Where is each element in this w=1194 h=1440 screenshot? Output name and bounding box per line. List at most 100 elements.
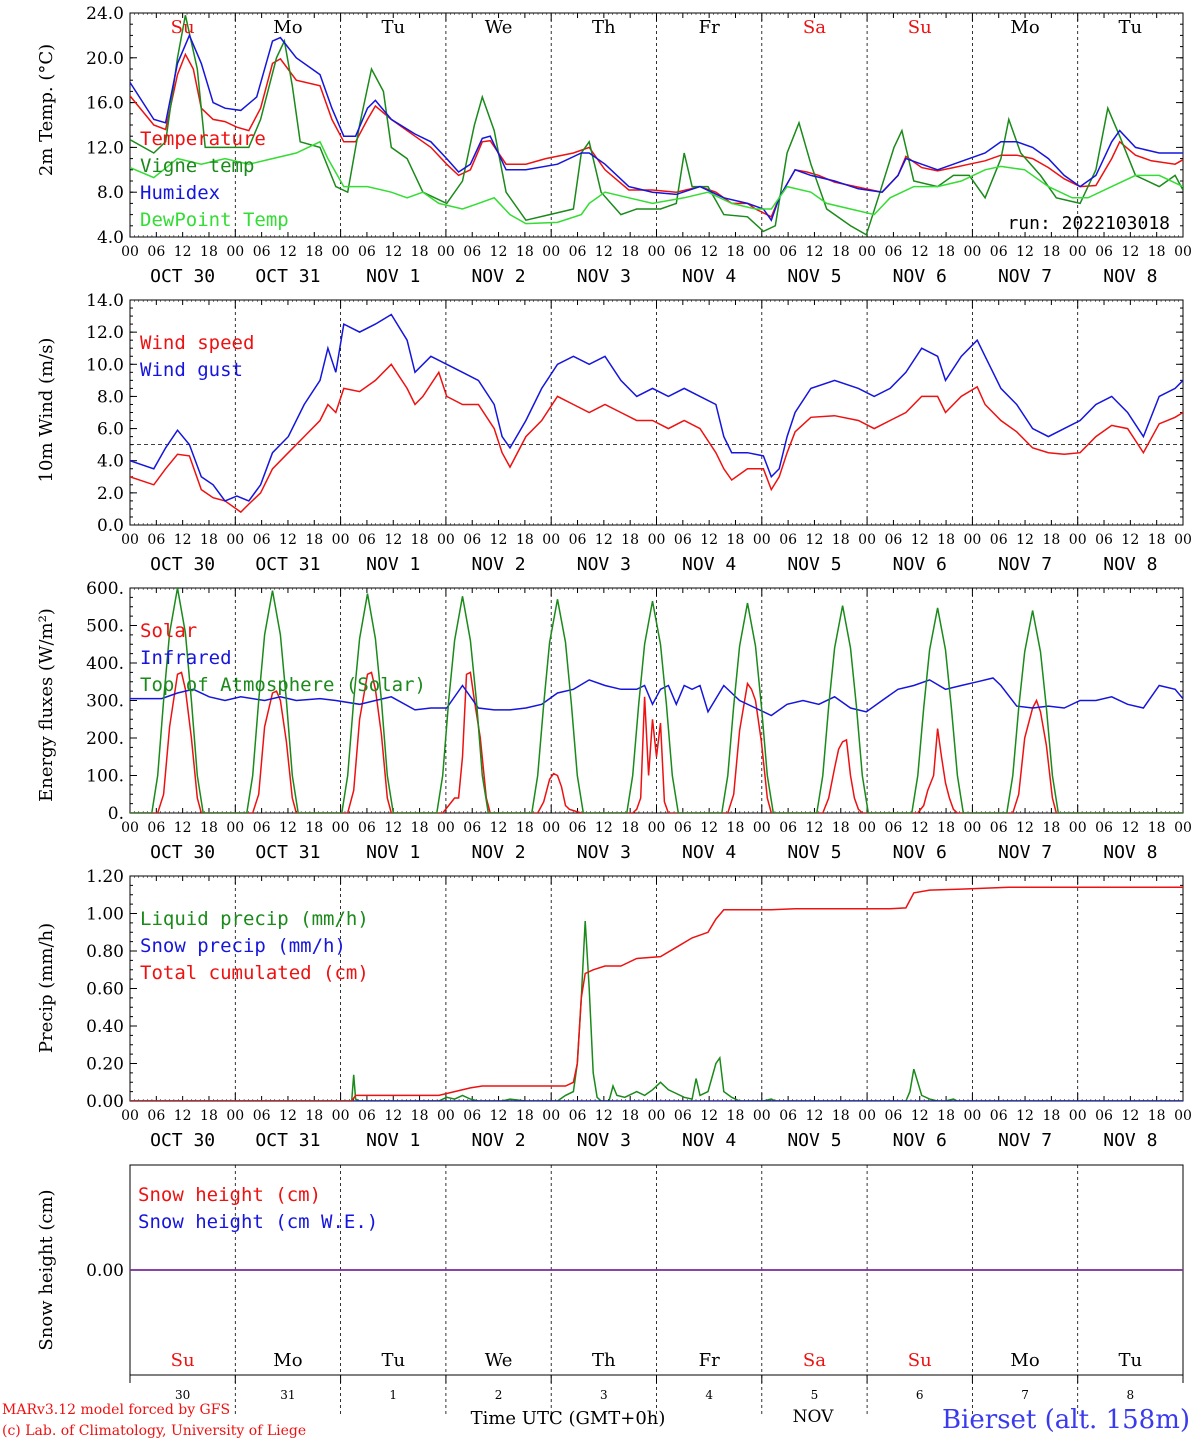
y-tick-label: 16.0 [86,94,124,114]
weekday-label: Su [171,17,195,38]
hour-tick-label: 00 [121,1108,139,1124]
date-label: NOV 3 [577,842,631,863]
date-label: NOV 7 [998,266,1052,287]
hour-tick-label: 00 [332,820,350,836]
hour-tick-label: 06 [463,532,481,548]
hour-tick-label: 00 [1174,1108,1192,1124]
day-number: 3 [600,1388,608,1402]
hour-tick-label: 06 [674,532,692,548]
hour-tick-label: 06 [569,532,587,548]
hour-tick-label: 12 [806,1108,824,1124]
date-label: NOV 3 [577,1130,631,1151]
hour-tick-label: 12 [490,244,508,260]
hour-tick-label: 06 [779,820,797,836]
y-tick-label: 1.20 [86,867,124,887]
hour-tick-label: 00 [542,532,560,548]
date-label: OCT 30 [150,1130,215,1151]
y-tick-label: 400. [86,654,124,674]
y-tick-label: 0.80 [86,942,124,962]
hour-tick-label: 06 [463,244,481,260]
date-label: NOV 3 [577,554,631,575]
day-number: 1 [389,1388,397,1402]
hour-tick-label: 00 [1174,532,1192,548]
hour-tick-label: 18 [516,532,534,548]
hour-tick-label: 12 [700,820,718,836]
hour-tick-label: 06 [1095,532,1113,548]
date-label: NOV 2 [471,842,525,863]
hour-tick-label: 18 [727,820,745,836]
y-axis-label: 2m Temp. (°C) [36,44,57,176]
hour-tick-label: 06 [147,820,165,836]
date-label: OCT 31 [255,842,320,863]
y-tick-label: 0.0 [97,516,124,536]
legend-entry: DewPoint Temp [140,209,289,231]
weekday-label: Tu [381,17,405,38]
hour-tick-label: 00 [858,820,876,836]
date-label: NOV 2 [471,554,525,575]
hour-tick-label: 06 [569,1108,587,1124]
hour-tick-label: 06 [1095,1108,1113,1124]
hour-tick-label: 18 [621,244,639,260]
y-tick-label: 1.00 [86,905,124,925]
hour-tick-label: 18 [411,244,429,260]
run-annotation: run: 2022103018 [1007,213,1170,234]
hour-tick-label: 00 [121,532,139,548]
weekday-label: Mo [273,17,302,38]
hour-tick-label: 12 [595,1108,613,1124]
chart-panel-1: 4.0 8.0 12.0 16.0 20.0 24.0 2m Temp. (°C) 00 06 1… [36,4,1192,287]
weekday-label: Fr [699,1350,720,1371]
month-label: NOV [793,1407,835,1427]
date-label: NOV 7 [998,554,1052,575]
legend-entry: Humidex [140,182,220,204]
y-tick-label: 14.0 [86,291,124,311]
day-number: 31 [280,1388,295,1402]
hour-tick-label: 12 [911,244,929,260]
hour-tick-label: 06 [147,244,165,260]
date-label: OCT 31 [255,554,320,575]
date-label: NOV 6 [893,266,947,287]
hour-tick-label: 18 [1042,244,1060,260]
day-number: 4 [705,1388,713,1402]
y-tick-label: 300. [86,692,124,712]
date-label: NOV 8 [1103,1130,1157,1151]
hour-tick-label: 00 [1069,244,1087,260]
hour-tick-label: 18 [832,532,850,548]
hour-tick-label: 12 [490,820,508,836]
hour-tick-label: 12 [384,820,402,836]
hour-tick-label: 12 [1121,244,1139,260]
hour-tick-label: 18 [305,1108,323,1124]
hour-tick-label: 00 [858,244,876,260]
weekday-label: Su [908,17,932,38]
legend-entry: Infrared [140,647,232,669]
y-axis-label: Energy fluxes (W/m²) [36,608,57,802]
hour-tick-label: 06 [358,1108,376,1124]
hour-tick-label: 12 [1016,1108,1034,1124]
hour-tick-label: 00 [648,532,666,548]
hour-tick-label: 12 [174,532,192,548]
hour-tick-label: 18 [1042,820,1060,836]
hour-tick-label: 18 [621,820,639,836]
date-label: NOV 8 [1103,842,1157,863]
hour-tick-label: 06 [358,244,376,260]
weekday-label: Mo [1010,1350,1039,1371]
hour-tick-label: 06 [990,532,1008,548]
hour-tick-label: 12 [279,820,297,836]
weekday-label: We [485,1350,513,1371]
weekday-label: Sa [803,1350,826,1371]
legend-entry: Temperature [140,128,266,150]
y-tick-label: 12.0 [86,138,124,158]
series-line-3 [130,588,1183,813]
series-line-1 [130,363,1183,514]
hour-tick-label: 00 [858,532,876,548]
series-line-2 [130,677,1183,717]
hour-tick-label: 18 [1148,244,1166,260]
day-number: 7 [1021,1388,1029,1402]
weekday-label: Fr [699,17,720,38]
date-label: OCT 31 [255,1130,320,1151]
date-label: NOV 7 [998,842,1052,863]
model-credit: MARv3.12 model forced by GFS [2,1402,230,1418]
hour-tick-label: 06 [463,820,481,836]
date-label: NOV 7 [998,1130,1052,1151]
hour-tick-label: 00 [1069,820,1087,836]
hour-tick-label: 00 [1069,532,1087,548]
